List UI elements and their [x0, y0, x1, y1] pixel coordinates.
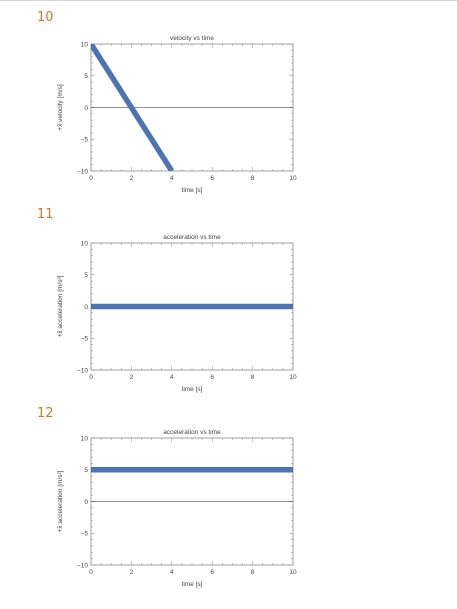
x-tick-label: 10: [289, 175, 297, 182]
x-tick-label: 10: [289, 569, 297, 576]
x-tick-label: 8: [251, 569, 255, 576]
x-tick-label: 6: [210, 175, 214, 182]
x-tick-label: 6: [210, 569, 214, 576]
question-number-10: 10: [37, 10, 54, 25]
series-line: [91, 44, 175, 171]
y-tick-label: −10: [77, 562, 88, 569]
x-tick-label: 2: [130, 569, 134, 576]
x-tick-label: 8: [251, 175, 255, 182]
x-tick-label: 4: [170, 374, 174, 381]
question-number-11: 11: [37, 207, 54, 222]
velocity-chart: velocity vs time 0 2 4 6 8 10 10 5 0 −5 −10 time [s]…: [57, 35, 297, 194]
x-tick-label: 10: [289, 374, 297, 381]
y-tick-label: −10: [77, 168, 88, 175]
x-axis-label: time [s]: [182, 581, 203, 588]
x-tick-label: 4: [170, 569, 174, 576]
y-axis-label: +x̂ acceleration [m/s²]: [57, 275, 64, 337]
x-tick-label: 2: [130, 374, 134, 381]
top-divider: [0, 0, 457, 1]
x-tick-label: 4: [170, 175, 174, 182]
x-tick-label: 0: [89, 175, 93, 182]
chart-title: velocity vs time: [170, 35, 214, 42]
x-axis-label: time [s]: [182, 386, 203, 393]
x-tick-label: 2: [130, 175, 134, 182]
y-tick-label: 10: [81, 240, 89, 247]
y-tick-label: 5: [84, 467, 88, 474]
y-tick-label: −5: [81, 531, 89, 538]
x-tick-label: 8: [251, 374, 255, 381]
y-axis-label: +x̂ velocity [m/s]: [57, 84, 64, 131]
x-axis-label: time [s]: [182, 187, 203, 194]
x-tick-label: 6: [210, 374, 214, 381]
y-tick-label: 0: [84, 304, 88, 311]
y-axis-label: +x̂ acceleration [m/s²]: [57, 470, 64, 532]
y-tick-label: 0: [84, 499, 88, 506]
y-tick-label: −5: [81, 137, 89, 144]
chart-title: acceleration vs time: [163, 429, 221, 436]
y-tick-label: 0: [84, 105, 88, 112]
y-tick-label: 10: [81, 41, 89, 48]
x-tick-label: 0: [89, 374, 93, 381]
chart-title: acceleration vs time: [163, 234, 221, 241]
x-tick-label: 0: [89, 569, 93, 576]
y-tick-label: −5: [81, 336, 89, 343]
acceleration-chart-1: acceleration vs time 0 2 4 6 8 10 10 5 0 −5 −10 time…: [57, 234, 297, 393]
acceleration-chart-2: acceleration vs time 0 2 4 6 8 10 10 5 0 −5 −10 time…: [57, 429, 297, 588]
y-tick-label: 10: [81, 435, 89, 442]
y-tick-label: −10: [77, 367, 88, 374]
question-number-12: 12: [37, 406, 54, 421]
y-tick-label: 5: [84, 272, 88, 279]
y-tick-label: 5: [84, 73, 88, 80]
